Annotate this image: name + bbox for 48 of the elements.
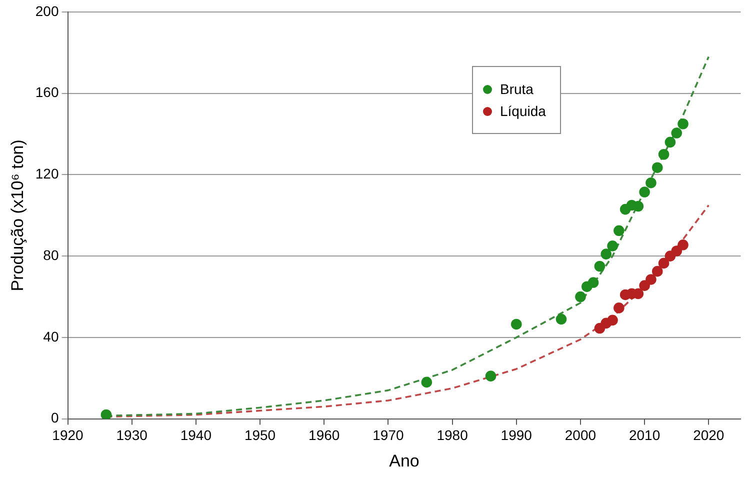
point — [678, 118, 688, 130]
point — [632, 200, 644, 212]
point — [658, 148, 670, 160]
legend-label: Líquida — [500, 103, 546, 119]
x-tick-label: 1940 — [180, 427, 212, 444]
point — [646, 274, 656, 285]
point — [671, 128, 682, 138]
point — [639, 280, 650, 291]
point — [575, 291, 586, 302]
x-tick-label: 1960 — [308, 427, 340, 444]
y-tick-label: 40 — [43, 328, 59, 344]
y-tick-label: 200 — [35, 2, 59, 19]
y-axis-title: Produção (x10⁶ ton) — [8, 140, 27, 292]
point — [594, 260, 606, 272]
point — [671, 246, 682, 256]
x-tick-label: 2000 — [564, 427, 596, 444]
point — [607, 240, 618, 252]
x-tick-label: 1950 — [244, 427, 276, 444]
point — [652, 266, 663, 277]
point — [678, 239, 688, 250]
x-tick-label: 1990 — [500, 427, 532, 444]
point — [646, 177, 656, 188]
point — [510, 318, 522, 330]
point — [556, 314, 567, 325]
legend-label: Bruta — [500, 81, 534, 97]
y-tick-label: 160 — [35, 84, 59, 100]
x-tick-label: 1980 — [436, 427, 468, 444]
y-tick-label: 0 — [50, 410, 59, 426]
point — [664, 136, 676, 148]
point — [100, 409, 112, 419]
point — [652, 162, 663, 173]
x-tick-label: 1930 — [116, 427, 148, 444]
point — [614, 225, 624, 236]
x-tick-label: 2020 — [693, 427, 724, 444]
point — [485, 370, 496, 382]
point — [600, 248, 612, 260]
y-tick-label: 80 — [43, 246, 59, 263]
point — [421, 376, 432, 388]
point — [607, 314, 618, 326]
point — [658, 258, 670, 269]
point — [614, 302, 624, 314]
point — [639, 186, 650, 198]
y-tick-label: 120 — [35, 166, 59, 182]
x-tick-label: 1920 — [52, 427, 84, 444]
x-tick-label: 1970 — [372, 427, 404, 444]
point — [588, 277, 599, 288]
x-axis-title: Ano — [389, 451, 420, 470]
x-tick-label: 2010 — [628, 427, 660, 444]
